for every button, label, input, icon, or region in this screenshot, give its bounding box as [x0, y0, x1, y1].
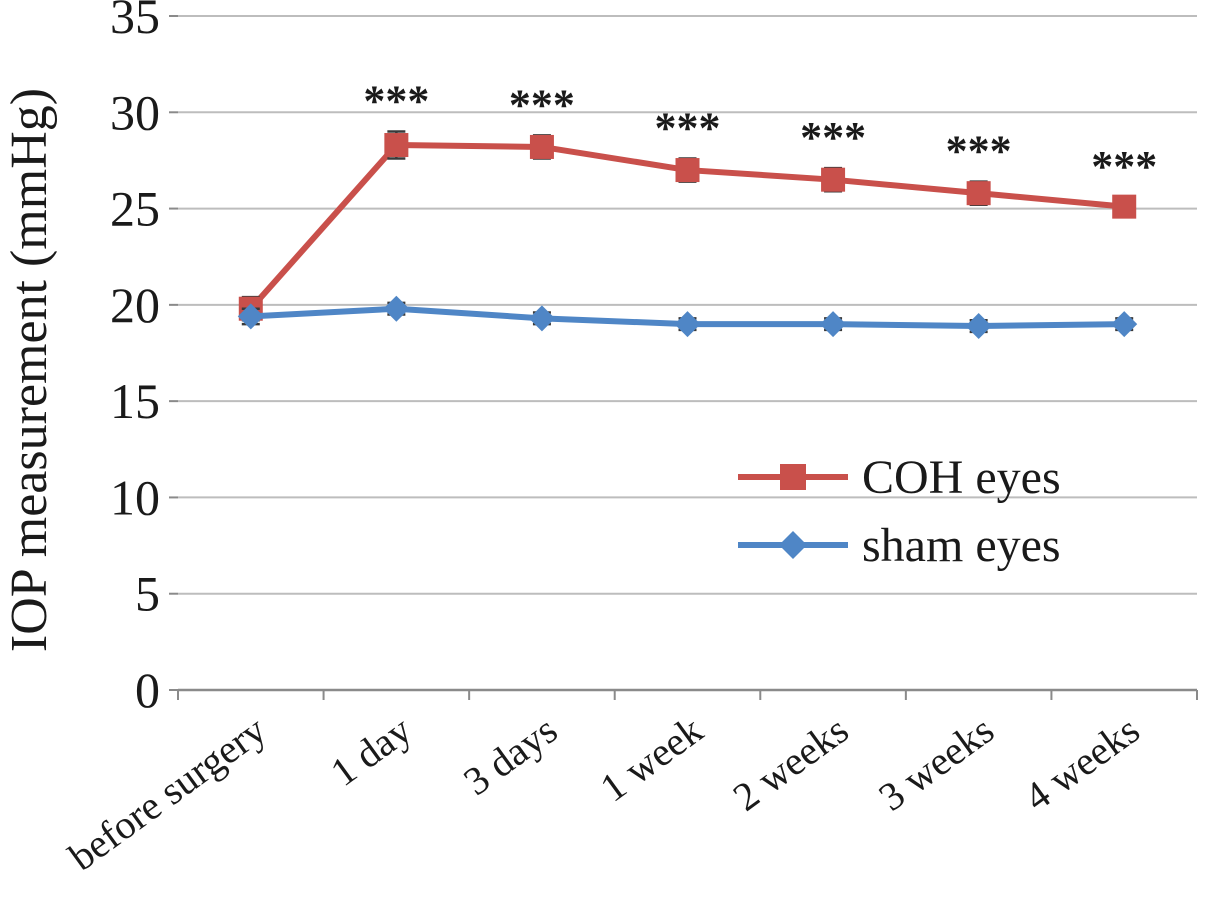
legend-marker-coh-eyes [780, 464, 806, 490]
y-axis-tick-label: 20 [110, 277, 160, 333]
y-axis-tick-label: 5 [135, 566, 160, 622]
x-axis-tick-label: 3 weeks [870, 707, 1002, 820]
sham-eyes-marker [1111, 311, 1138, 338]
x-axis-tick-label: 1 week [592, 707, 711, 811]
y-axis-tick-label: 30 [110, 84, 160, 140]
sham-eyes-marker [965, 313, 992, 340]
sham-eyes-marker [820, 311, 847, 338]
x-axis-tick-label: 2 weeks [725, 707, 857, 820]
legend-label-sham-eyes: sham eyes [862, 519, 1061, 572]
y-axis-tick-label: 25 [110, 181, 160, 237]
legend-marker-sham-eyes [779, 531, 807, 559]
legend-item-sham-eyes: sham eyes [738, 519, 1061, 572]
significance-annotation: *** [655, 104, 721, 153]
x-axis-tick-label: 3 days [455, 707, 565, 804]
significance-annotation: *** [800, 113, 866, 162]
y-axis-tick-label: 10 [110, 469, 160, 525]
sham-eyes-marker [237, 303, 264, 330]
coh-eyes-marker [675, 158, 700, 183]
legend-label-coh-eyes: COH eyes [862, 451, 1061, 504]
x-axis-tick-label: 4 weeks [1016, 707, 1148, 820]
significance-annotation: *** [363, 77, 429, 126]
significance-annotation: *** [946, 127, 1012, 176]
sham-eyes-marker [674, 311, 701, 338]
y-axis-tick-label: 0 [135, 662, 160, 718]
legend-item-coh-eyes: COH eyes [738, 451, 1061, 504]
significance-annotation: *** [509, 80, 575, 129]
sham-eyes-marker [528, 305, 555, 332]
sham-eyes-marker [383, 295, 410, 322]
coh-eyes-marker [1112, 194, 1137, 219]
coh-eyes-marker [966, 181, 991, 206]
y-axis-tick-label: 35 [110, 0, 160, 44]
coh-eyes-marker [821, 167, 846, 192]
coh-eyes-marker [384, 133, 409, 158]
y-axis-tick-label: 15 [110, 373, 160, 429]
significance-annotation: *** [1091, 142, 1157, 191]
y-axis-title: IOP measurement (mmHg) [1, 88, 58, 652]
coh-eyes-marker [529, 134, 554, 159]
x-axis-tick-label: 1 day [322, 707, 419, 795]
x-axis-tick-label: before surgery [60, 707, 274, 879]
